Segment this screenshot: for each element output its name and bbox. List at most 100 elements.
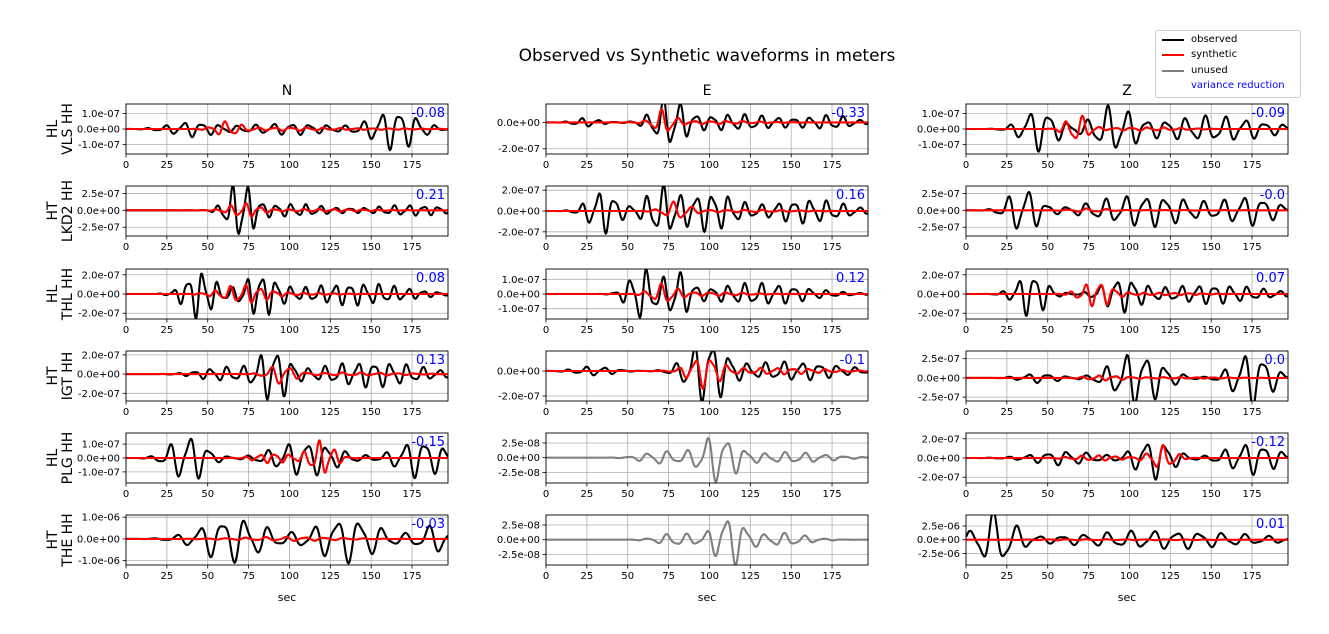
synthetic-trace [546,282,868,303]
y-tick-label: 0.0e+00 [77,125,120,136]
x-axis-label-z: sec [1118,591,1137,604]
x-tick-label: 150 [782,489,801,500]
axes-frame [965,350,1289,402]
row-label-component: HL [45,449,61,468]
y-tick-label: 2.5e-06 [922,521,960,532]
x-tick-label: 175 [402,489,421,500]
x-tick-label: 150 [362,242,381,253]
x-tick-label: 75 [242,242,255,253]
x-tick-label: 0 [123,407,129,418]
legend-label-observed: observed [1191,34,1238,45]
panel-z-1: 0 25 50 75 100 125 150 175 2.5e-07 0.0e+00 -2.5e-0… [917,185,1289,253]
x-tick-label: 100 [280,160,299,171]
axes-frame [125,350,449,402]
synthetic-trace [966,374,1288,382]
x-tick-label: 50 [1041,242,1054,253]
synthetic-trace [126,365,448,385]
observed-trace [966,515,1288,558]
x-tick-label: 75 [662,489,675,500]
x-tick-label: 25 [1000,571,1013,582]
observed-trace [126,272,448,319]
x-tick-label: 150 [782,407,801,418]
y-tick-label: -2.5e-08 [498,550,540,561]
x-tick-label: 50 [201,571,214,582]
y-tick-label: -2.0e-07 [78,309,120,320]
panel-n-5: 0 25 50 75 100 125 150 175 1.0e-06 0.0e+00 -1.0e-0… [77,513,449,582]
x-tick-label: 125 [1161,407,1180,418]
synthetic-trace [126,284,448,304]
synthetic-trace [966,207,1288,213]
panel-e-4: 0 25 50 75 100 125 150 175 2.5e-08 0.0e+00 -2.5e-0… [497,432,869,500]
x-tick-label: 125 [1161,571,1180,582]
y-tick-label: -2.0e-07 [78,389,120,400]
x-tick-label: 0 [543,160,549,171]
x-tick-label: 125 [1161,160,1180,171]
observed-trace [966,190,1288,230]
x-tick-label: 125 [321,571,340,582]
y-tick-label: -2.0e-07 [918,473,960,484]
synthetic-trace [546,108,868,132]
panel-e-3: 0 25 50 75 100 125 150 175 0.0e+00 -2.0e-07 -0.1 [497,350,869,418]
y-tick-label: 0.0e+00 [917,290,960,301]
variance-reduction-label: -0.08 [411,106,445,121]
y-tick-label: -1.0e-07 [918,140,960,151]
row-label-1: HTLKD2 HH [45,180,76,242]
variance-reduction-label: -0.15 [411,435,445,450]
variance-reduction-label: -0.33 [831,106,865,121]
synthetic-trace [966,538,1288,542]
x-tick-label: 125 [741,407,760,418]
x-tick-label: 25 [160,160,173,171]
axes-frame [125,103,449,155]
axes-frame [965,432,1289,484]
panel-z-2: 0 25 50 75 100 125 150 175 2.0e-07 0.0e+00 -2.0e-0… [917,268,1289,336]
x-tick-label: 25 [580,571,593,582]
axes-frame [545,268,869,320]
x-tick-label: 175 [1242,571,1261,582]
panel-e-1: 0 25 50 75 100 125 150 175 2.0e-07 0.0e+00 -2.0e-0… [497,185,869,253]
panel-n-1: 0 25 50 75 100 125 150 175 2.5e-07 0.0e+00 -2.5e-0… [77,185,449,253]
x-tick-label: 50 [621,571,634,582]
y-tick-label: 0.0e+00 [77,290,120,301]
x-tick-label: 50 [621,407,634,418]
axes-frame [125,432,449,484]
x-tick-label: 25 [1000,160,1013,171]
axes-frame [125,185,449,237]
axes-frame [125,268,449,320]
y-tick-label: 2.5e-07 [922,189,960,200]
panel-grid: HLVLS HH0 25 50 75 100 125 150 1751.0e-070.0e+0… [45,103,1289,582]
x-tick-label: 175 [822,325,841,336]
x-tick-label: 175 [1242,160,1261,171]
axes-frame [545,103,869,155]
y-tick-label: -2.5e-06 [918,549,960,560]
observed-trace [966,353,1288,401]
x-tick-label: 0 [543,242,549,253]
x-tick-label: 50 [1041,571,1054,582]
panel-n-4: 0 25 50 75 100 125 150 175 1.0e-07 0.0e+00 -1.0e-0… [77,432,449,500]
x-tick-label: 75 [662,407,675,418]
variance-reduction-label: 0.12 [836,271,865,286]
legend-swatch-observed [1162,39,1184,41]
variance-reduction-label: -0.03 [411,517,445,532]
legend-item-observed: observed [1156,33,1300,47]
x-tick-label: 100 [1120,571,1139,582]
axes-frame [545,185,869,237]
panel-e-2: 0 25 50 75 100 125 150 175 1.0e-07 0.0e+00 -1.0e-0… [497,268,869,336]
y-tick-label: 1.0e-07 [502,275,540,286]
x-tick-label: 175 [402,242,421,253]
y-tick-label: 0.0e+00 [497,207,540,218]
legend-item-synthetic: synthetic [1156,48,1300,62]
x-tick-label: 125 [741,325,760,336]
panel-z-4: 0 25 50 75 100 125 150 175 2.0e-07 0.0e+00 -2.0e-0… [917,432,1289,500]
x-tick-label: 75 [662,571,675,582]
y-tick-label: 0.0e+00 [917,206,960,217]
x-tick-label: 0 [543,571,549,582]
x-tick-label: 0 [543,407,549,418]
x-tick-label: 100 [700,489,719,500]
axes-frame [965,268,1289,320]
row-label-station: THL HH [60,268,76,321]
y-tick-label: -1.0e-06 [78,556,120,567]
x-tick-label: 125 [321,489,340,500]
x-tick-label: 100 [280,489,299,500]
y-tick-label: -2.5e-07 [918,393,960,404]
